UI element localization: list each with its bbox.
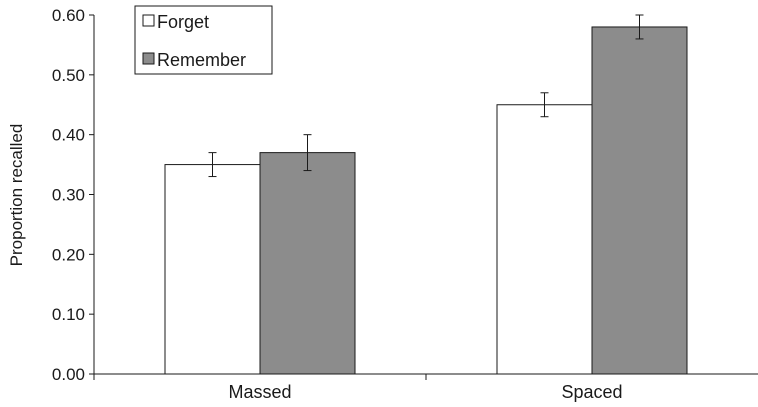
x-category-label: Spaced [561,382,622,402]
bar-forget-massed [164,164,261,375]
legend: Forget Remember [134,5,273,75]
y-tick-label: 0.00 [52,365,85,384]
bar-remember-massed [259,152,356,375]
bar-remember-spaced [591,26,688,375]
bar-forget-spaced [496,104,593,375]
y-tick-label: 0.40 [52,126,85,145]
x-category-label: Massed [228,382,291,402]
legend-label-remember: Remember [157,50,246,70]
y-tick-label: 0.10 [52,305,85,324]
bars [164,26,688,375]
y-axis: 0.00 0.10 0.20 0.30 0.40 0.50 0.60 [52,6,95,384]
y-axis-title: Proportion recalled [7,124,26,267]
y-tick-label: 0.20 [52,245,85,264]
y-tick-label: 0.30 [52,186,85,205]
error-bars [208,14,644,178]
y-tick-label: 0.60 [52,6,85,25]
legend-swatch-remember [142,52,155,65]
legend-label-forget: Forget [157,12,209,32]
y-tick-label: 0.50 [52,66,85,85]
x-axis: Massed Spaced [93,373,758,402]
legend-box [134,5,273,75]
legend-swatch-forget [142,14,155,27]
